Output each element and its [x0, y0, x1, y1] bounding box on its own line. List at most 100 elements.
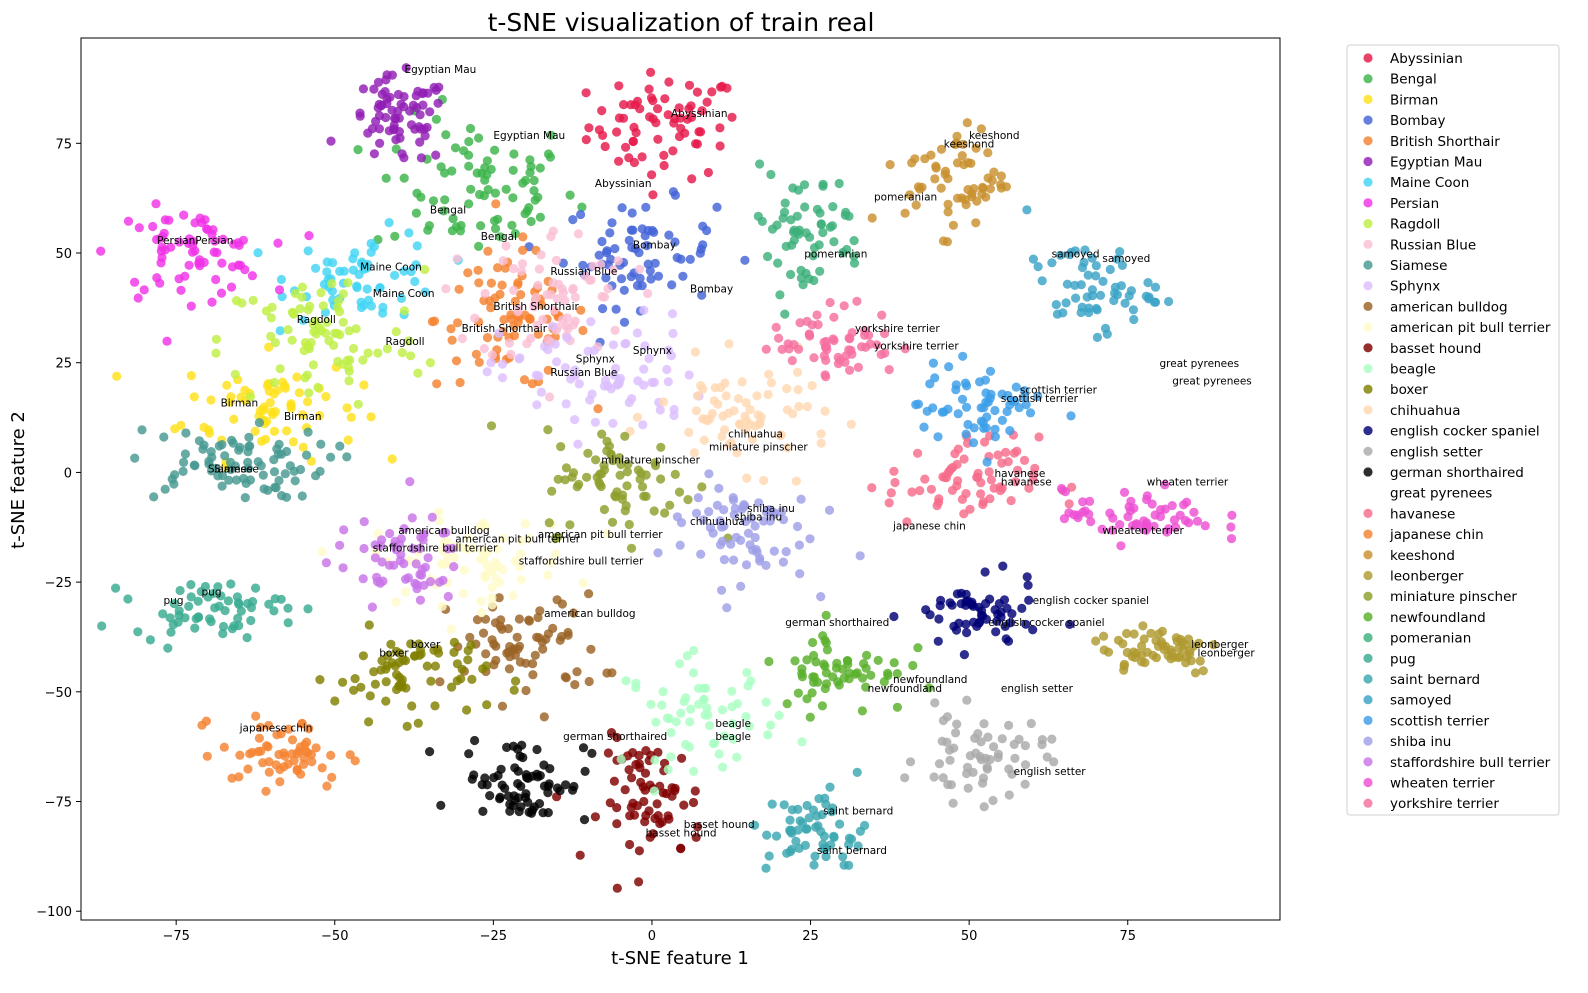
data-point: [668, 146, 678, 156]
data-point: [463, 655, 473, 665]
data-point: [211, 274, 221, 285]
data-point: [457, 333, 467, 344]
data-point: [298, 315, 308, 325]
data-point: [350, 756, 360, 766]
data-point: [206, 395, 216, 405]
data-point: [159, 228, 169, 238]
data-point: [483, 246, 493, 256]
data-point: [202, 751, 212, 761]
data-point: [264, 767, 274, 777]
data-point: [885, 160, 895, 170]
data-point: [536, 387, 547, 397]
data-point: [671, 717, 681, 727]
data-point: [415, 595, 425, 605]
data-point: [769, 508, 779, 518]
legend-label: Bengal: [1390, 72, 1437, 88]
x-tick-label: −75: [162, 929, 189, 944]
data-point: [1150, 297, 1161, 307]
data-point: [582, 472, 592, 482]
data-point: [980, 437, 990, 447]
data-point: [987, 175, 997, 186]
data-point: [123, 216, 134, 226]
data-point: [959, 454, 969, 464]
data-point: [684, 370, 694, 380]
data-point: [474, 133, 484, 143]
point-annotation: Persian: [157, 235, 195, 247]
data-point: [814, 794, 824, 804]
data-point: [703, 167, 714, 178]
data-point: [743, 528, 754, 538]
data-point: [1142, 494, 1152, 505]
data-point: [821, 843, 831, 853]
legend-marker: [1363, 674, 1373, 684]
data-point: [512, 632, 522, 642]
data-point: [246, 615, 256, 626]
data-point: [643, 259, 653, 269]
data-point: [481, 521, 491, 531]
data-point: [1139, 373, 1149, 383]
point-annotation: american pit bull terrier: [538, 529, 663, 541]
data-point: [358, 574, 368, 584]
data-point: [766, 720, 776, 730]
data-point: [1116, 541, 1126, 551]
data-point: [707, 408, 718, 419]
data-point: [473, 265, 483, 275]
point-annotation: British Shorthair: [462, 323, 548, 335]
data-point: [822, 345, 832, 355]
data-point: [613, 256, 623, 266]
legend-marker: [1363, 467, 1373, 477]
data-point: [391, 114, 401, 124]
data-point: [509, 149, 519, 159]
data-point: [353, 145, 363, 155]
data-point: [1088, 291, 1098, 301]
data-point: [322, 317, 332, 327]
data-point: [729, 555, 739, 565]
data-point: [490, 557, 500, 567]
data-point: [176, 285, 186, 295]
data-point: [1080, 245, 1090, 255]
data-point: [766, 378, 777, 388]
data-point: [430, 661, 440, 671]
legend-label: shiba inu: [1390, 734, 1451, 750]
data-point: [134, 223, 144, 233]
data-point: [968, 767, 978, 778]
data-point: [976, 124, 987, 134]
data-point: [433, 98, 443, 108]
data-point: [427, 512, 437, 522]
data-point: [568, 608, 579, 618]
data-point: [648, 190, 658, 200]
data-point: [988, 795, 998, 806]
data-point: [692, 391, 703, 401]
data-point: [1003, 390, 1013, 401]
data-point: [574, 379, 584, 389]
data-point: [1122, 647, 1132, 658]
data-point: [764, 369, 774, 379]
data-point: [373, 348, 383, 358]
data-point: [945, 755, 955, 765]
x-tick-label: 75: [1119, 929, 1136, 944]
point-annotation: american bulldog: [544, 608, 635, 620]
data-point: [978, 497, 989, 507]
data-point: [944, 466, 954, 476]
point-annotation: leonberger: [1198, 648, 1256, 660]
data-point: [459, 565, 469, 575]
data-point: [960, 378, 971, 388]
data-point: [581, 88, 591, 98]
data-point: [686, 704, 696, 714]
data-point: [374, 124, 384, 134]
data-point: [675, 659, 685, 669]
data-point: [763, 389, 773, 400]
data-point: [819, 337, 829, 347]
data-point: [497, 280, 507, 290]
data-point: [838, 852, 848, 862]
data-point: [378, 308, 388, 318]
data-point: [358, 651, 368, 661]
data-point: [570, 292, 580, 302]
data-point: [1185, 646, 1195, 656]
data-point: [1004, 790, 1014, 800]
data-point: [790, 656, 800, 666]
data-point: [441, 130, 451, 140]
data-point: [959, 160, 969, 170]
data-point: [1197, 372, 1207, 382]
data-point: [514, 806, 524, 817]
